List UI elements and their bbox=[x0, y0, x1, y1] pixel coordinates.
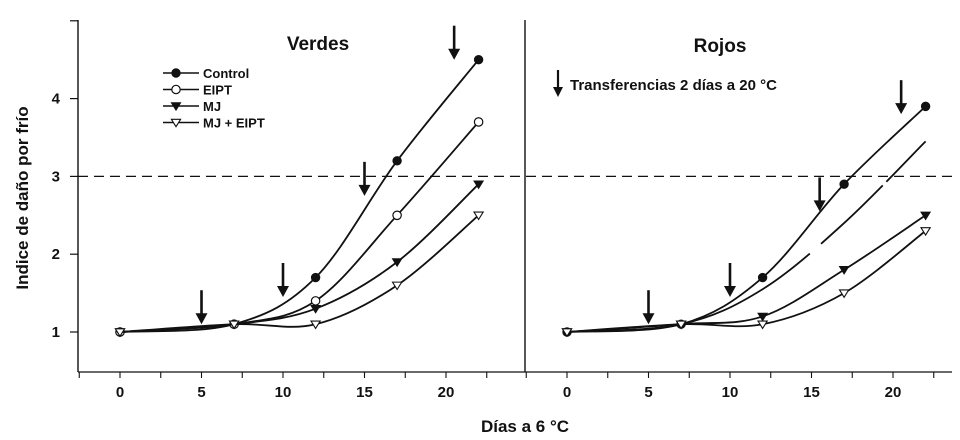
y-axis-title: Indice de daño por frío bbox=[13, 106, 32, 289]
down-arrow-icon-head bbox=[277, 285, 289, 297]
data-point bbox=[473, 180, 485, 190]
down-arrow-icon-head bbox=[724, 285, 736, 297]
legend-item-eipt: EIPT bbox=[163, 83, 232, 98]
x-axis-title: Días a 6 °C bbox=[481, 417, 569, 436]
series-control bbox=[562, 101, 931, 337]
x-tick-label: 15 bbox=[803, 384, 820, 401]
y-tick-label: 1 bbox=[52, 324, 60, 341]
data-point bbox=[675, 320, 687, 330]
data-point bbox=[920, 211, 932, 221]
down-arrow-icon-head bbox=[195, 313, 208, 325]
series-mj-eipt bbox=[561, 227, 932, 338]
legend-marker bbox=[170, 102, 182, 112]
note-arrow-head bbox=[553, 87, 563, 97]
down-arrow-icon bbox=[553, 70, 563, 97]
series-mj-eipt bbox=[114, 211, 485, 338]
x-tick-label: 10 bbox=[722, 384, 739, 401]
down-arrow-icon-head bbox=[813, 200, 826, 212]
data-point bbox=[310, 272, 321, 283]
panel-verdes bbox=[114, 25, 485, 338]
legend-label: MJ + EIPT bbox=[203, 116, 265, 131]
data-point bbox=[839, 179, 849, 189]
series-eipt bbox=[115, 117, 484, 337]
data-point bbox=[310, 320, 322, 330]
x-tick-label: 5 bbox=[644, 384, 652, 401]
x-tick-label: 20 bbox=[885, 384, 902, 401]
transfer-arrows bbox=[642, 80, 908, 325]
data-point bbox=[838, 289, 850, 299]
data-point bbox=[391, 281, 403, 291]
transfer-note: Transferencias 2 días a 20 °C bbox=[553, 70, 777, 97]
data-point bbox=[920, 227, 932, 237]
legend-marker bbox=[171, 84, 181, 95]
axes-layer: 123460510152005101520 bbox=[52, 20, 952, 401]
data-point bbox=[473, 55, 484, 65]
x-tick-label: 15 bbox=[356, 384, 373, 401]
data-point bbox=[473, 211, 485, 221]
y-tick-label: 3 bbox=[52, 168, 60, 185]
data-point bbox=[561, 328, 573, 338]
panel-rojos bbox=[561, 80, 932, 338]
series-mj bbox=[561, 211, 932, 338]
data-point bbox=[228, 320, 240, 330]
down-arrow-icon-head bbox=[642, 313, 655, 325]
transfer-note-text: Transferencias 2 días a 20 °C bbox=[570, 77, 777, 94]
data-point bbox=[310, 304, 322, 314]
series-line bbox=[566, 140, 927, 333]
data-point bbox=[757, 312, 769, 322]
data-point bbox=[392, 156, 402, 166]
legend-label: MJ bbox=[203, 99, 221, 114]
legend-label: EIPT bbox=[203, 83, 232, 98]
legend-marker bbox=[171, 68, 181, 78]
legend-marker bbox=[170, 118, 182, 128]
data-point bbox=[391, 258, 403, 268]
y-tick-label: 2 bbox=[52, 246, 60, 263]
series-line bbox=[119, 121, 480, 333]
x-tick-label: 0 bbox=[116, 384, 124, 401]
series-line bbox=[119, 59, 480, 333]
data-point bbox=[114, 328, 126, 338]
data-point bbox=[310, 296, 321, 306]
panel-title-rojos: Rojos bbox=[694, 36, 747, 57]
data-point bbox=[920, 101, 931, 112]
x-tick-label: 5 bbox=[197, 384, 205, 401]
down-arrow-icon-head bbox=[448, 48, 461, 60]
series-eipt bbox=[566, 140, 927, 333]
transfer-arrows bbox=[195, 25, 461, 325]
legend-label: Control bbox=[203, 66, 249, 81]
x-tick-label: 10 bbox=[275, 384, 292, 401]
panel-title-verdes: Verdes bbox=[287, 34, 349, 55]
series-mj bbox=[114, 180, 485, 338]
data-point bbox=[838, 266, 850, 275]
legend-item-control: Control bbox=[163, 66, 249, 81]
data-point bbox=[757, 320, 769, 330]
down-arrow-icon-head bbox=[358, 184, 371, 196]
data-point bbox=[757, 272, 768, 283]
series-control bbox=[115, 55, 484, 337]
data-point bbox=[473, 117, 484, 127]
data-point bbox=[392, 210, 402, 221]
x-tick-label: 0 bbox=[563, 384, 571, 401]
legend-item-mj-eipt: MJ + EIPT bbox=[163, 116, 265, 131]
x-tick-label: 20 bbox=[438, 384, 455, 401]
legend-item-mj: MJ bbox=[163, 99, 221, 114]
down-arrow-icon-head bbox=[895, 103, 908, 115]
series-line bbox=[566, 230, 927, 333]
y-tick-label: 4 bbox=[52, 91, 61, 108]
